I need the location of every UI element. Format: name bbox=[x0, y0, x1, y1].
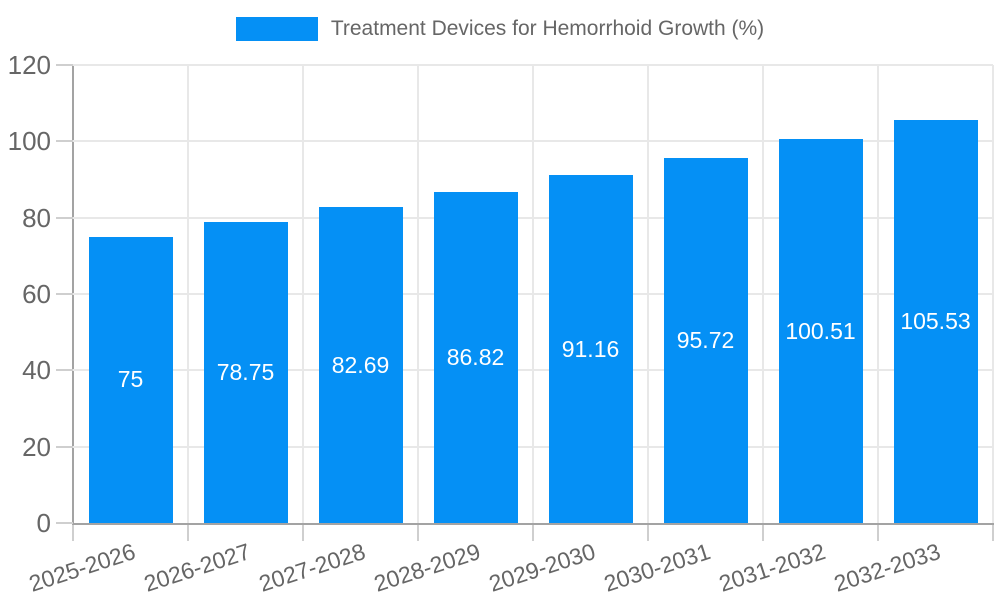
bar[interactable]: 86.82 bbox=[433, 191, 518, 523]
bar-value-label: 75 bbox=[117, 366, 144, 393]
x-axis-category-label: 2025-2026 bbox=[25, 538, 138, 597]
y-tick-mark bbox=[56, 140, 73, 143]
bar[interactable]: 95.72 bbox=[663, 157, 748, 523]
x-tick-mark bbox=[72, 525, 74, 541]
x-tick-mark bbox=[532, 525, 534, 541]
x-axis-category-label: 2027-2028 bbox=[255, 538, 368, 597]
bar[interactable]: 100.51 bbox=[778, 139, 863, 523]
x-axis-category-label: 2026-2027 bbox=[140, 538, 253, 597]
y-axis-line bbox=[72, 65, 74, 525]
v-gridline bbox=[302, 65, 304, 523]
y-axis-tick-label: 100 bbox=[7, 126, 51, 157]
y-axis-tick-label: 80 bbox=[22, 202, 51, 233]
bar-value-label: 78.75 bbox=[216, 359, 275, 386]
y-axis-tick-label: 60 bbox=[22, 279, 51, 309]
y-tick-mark bbox=[56, 216, 73, 219]
y-axis-tick-label: 40 bbox=[22, 355, 51, 386]
x-tick-mark bbox=[647, 525, 649, 541]
bar-value-label: 95.72 bbox=[676, 326, 735, 353]
y-axis-tick-label: 120 bbox=[7, 50, 51, 80]
x-tick-mark bbox=[417, 525, 419, 541]
legend-label: Treatment Devices for Hemorrhoid Growth … bbox=[330, 17, 765, 40]
y-tick-mark bbox=[56, 369, 73, 372]
x-axis-category-label: 2028-2029 bbox=[370, 538, 483, 597]
v-gridline bbox=[187, 65, 189, 523]
bar-value-label: 82.69 bbox=[331, 351, 390, 378]
x-axis-line bbox=[72, 523, 994, 525]
x-axis-category-label: 2032-2033 bbox=[830, 538, 943, 597]
x-tick-mark bbox=[992, 525, 994, 541]
y-axis-tick-label: 0 bbox=[36, 508, 51, 538]
y-axis-tick-label: 20 bbox=[22, 431, 51, 462]
bar[interactable]: 78.75 bbox=[203, 222, 288, 523]
bar-value-label: 100.51 bbox=[785, 317, 856, 344]
bar-value-label: 86.82 bbox=[446, 343, 505, 370]
legend-swatch-icon bbox=[235, 17, 318, 41]
x-axis-category-label: 2029-2030 bbox=[485, 538, 598, 597]
v-gridline bbox=[992, 65, 994, 523]
bar[interactable]: 105.53 bbox=[893, 120, 978, 523]
v-gridline bbox=[647, 65, 649, 523]
bar[interactable]: 75 bbox=[88, 236, 173, 523]
x-tick-mark bbox=[877, 525, 879, 541]
y-tick-mark bbox=[56, 293, 73, 295]
bar[interactable]: 82.69 bbox=[318, 207, 403, 523]
x-tick-mark bbox=[762, 525, 764, 541]
x-tick-mark bbox=[187, 525, 189, 541]
legend-item[interactable]: Treatment Devices for Hemorrhoid Growth … bbox=[235, 17, 765, 41]
x-tick-mark bbox=[302, 525, 304, 541]
bar[interactable]: 91.16 bbox=[548, 175, 633, 523]
bar-value-label: 105.53 bbox=[900, 308, 971, 335]
chart-legend: Treatment Devices for Hemorrhoid Growth … bbox=[0, 17, 1000, 41]
v-gridline bbox=[762, 65, 764, 523]
v-gridline bbox=[877, 65, 879, 523]
x-axis-category-label: 2031-2032 bbox=[715, 538, 828, 597]
y-tick-mark bbox=[56, 522, 73, 524]
bar-value-label: 91.16 bbox=[561, 335, 620, 362]
y-tick-mark bbox=[56, 445, 73, 448]
x-axis-category-label: 2030-2031 bbox=[600, 538, 713, 597]
v-gridline bbox=[417, 65, 419, 523]
y-tick-mark bbox=[56, 64, 73, 66]
v-gridline bbox=[532, 65, 534, 523]
